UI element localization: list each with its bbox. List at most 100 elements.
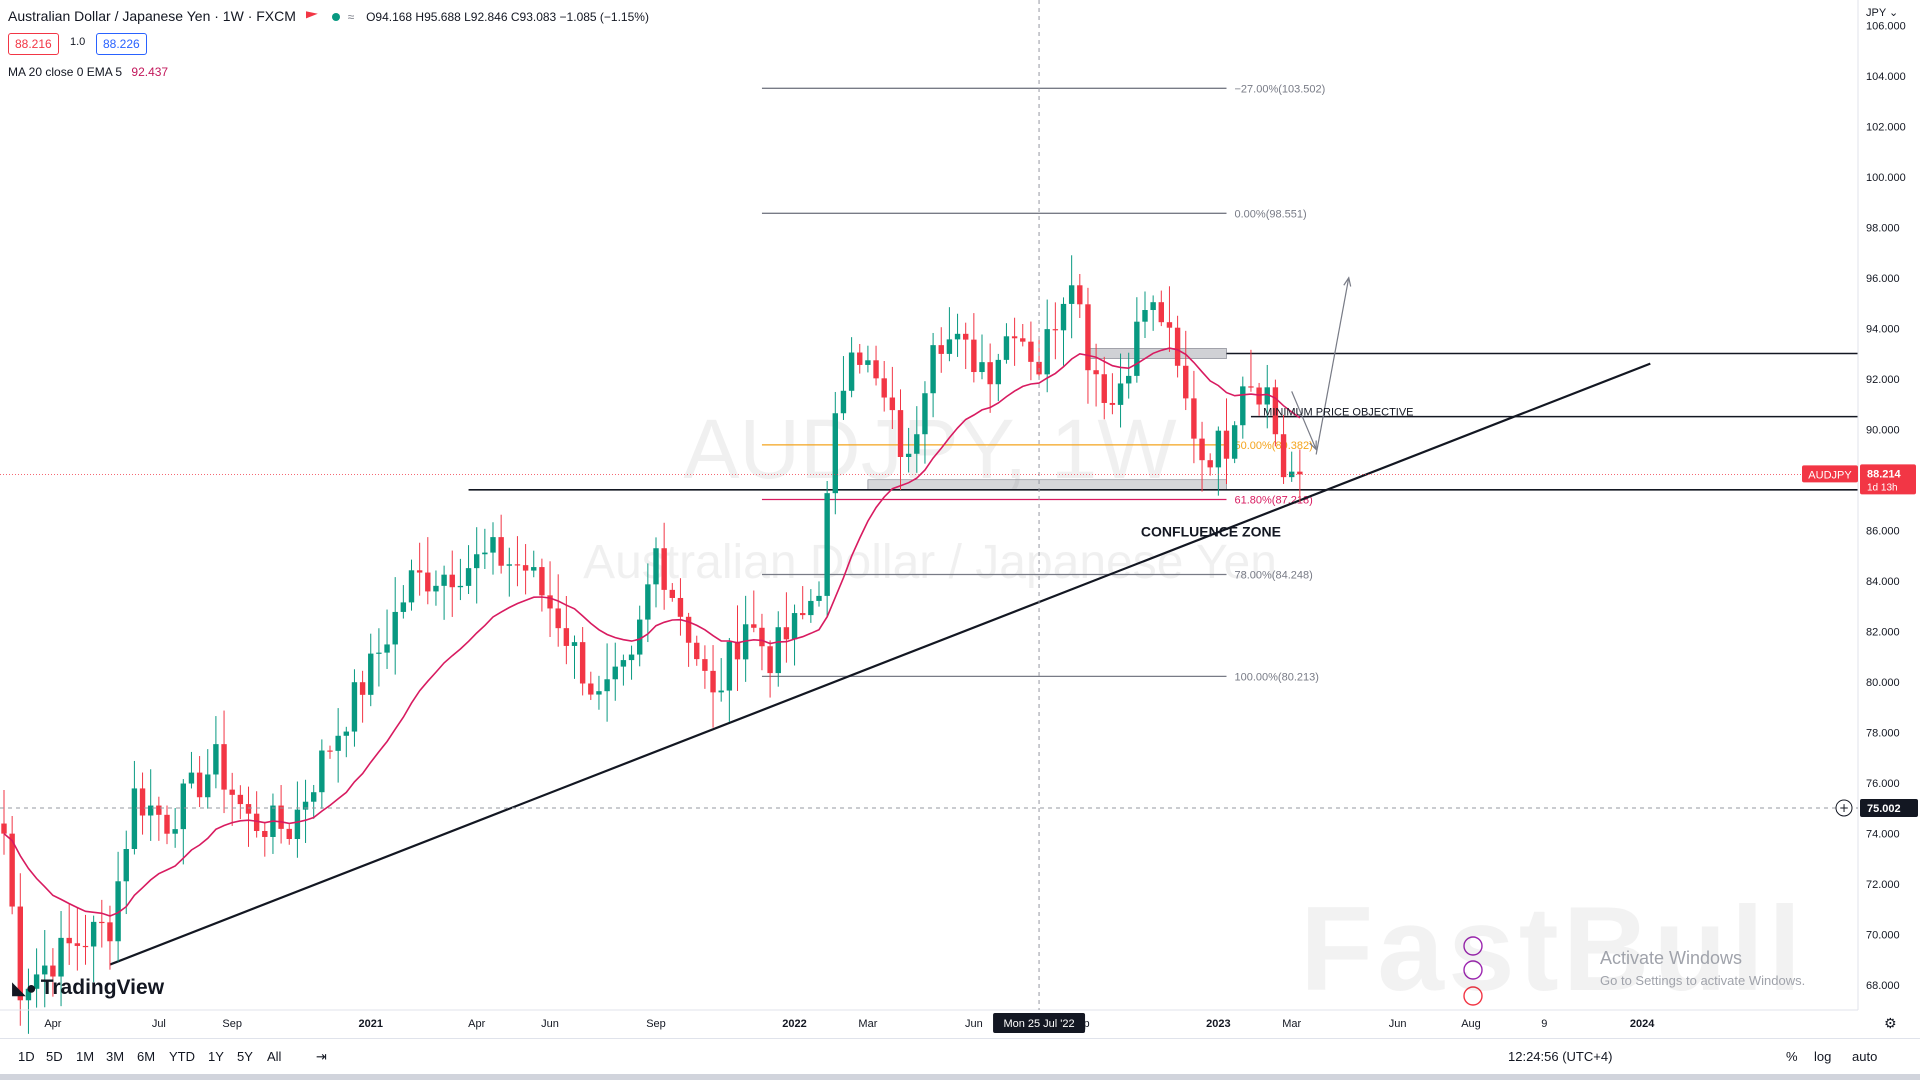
candle-body[interactable] xyxy=(25,988,32,1001)
candle-body[interactable] xyxy=(938,345,944,354)
candle-body[interactable] xyxy=(1248,386,1254,388)
candle-body[interactable] xyxy=(1166,322,1173,328)
candle-body[interactable] xyxy=(229,789,235,795)
candle-body[interactable] xyxy=(1256,387,1262,405)
candle-body[interactable] xyxy=(172,829,178,834)
candle-body[interactable] xyxy=(1085,304,1091,371)
candle-body[interactable] xyxy=(180,783,186,830)
candle-body[interactable] xyxy=(1101,374,1107,403)
candle-body[interactable] xyxy=(547,595,553,609)
candle-body[interactable] xyxy=(196,772,203,798)
buy-button[interactable]: 88.226 xyxy=(96,33,147,55)
candle-body[interactable] xyxy=(783,627,790,640)
candle-body[interactable] xyxy=(359,682,366,695)
indicator-label[interactable]: MA 20 close 0 EMA 5 xyxy=(8,65,123,79)
candle-body[interactable] xyxy=(954,333,961,340)
candle-body[interactable] xyxy=(9,833,15,907)
candle-body[interactable] xyxy=(482,552,488,555)
candle-body[interactable] xyxy=(1011,336,1018,339)
candle-body[interactable] xyxy=(237,794,244,805)
candle-body[interactable] xyxy=(1020,338,1026,342)
auto-toggle[interactable]: auto xyxy=(1852,1049,1878,1064)
candle-body[interactable] xyxy=(1068,285,1075,304)
candle-body[interactable] xyxy=(588,683,594,695)
candle-body[interactable] xyxy=(17,906,23,1001)
projection-arrow[interactable] xyxy=(1315,277,1350,455)
candle-body[interactable] xyxy=(1191,398,1197,439)
candle-body[interactable] xyxy=(33,974,40,989)
candle-body[interactable] xyxy=(555,608,561,629)
candle-body[interactable] xyxy=(661,548,667,590)
candle-body[interactable] xyxy=(824,493,830,596)
candle-body[interactable] xyxy=(1142,310,1148,322)
candle-body[interactable] xyxy=(441,574,447,586)
candle-body[interactable] xyxy=(963,333,969,340)
candle-body[interactable] xyxy=(816,595,822,601)
candle-body[interactable] xyxy=(1109,402,1116,405)
clock-timezone[interactable]: 12:24:56 (UTC+4) xyxy=(1508,1049,1613,1064)
candle-body[interactable] xyxy=(1215,430,1222,468)
candle-body[interactable] xyxy=(335,735,341,751)
candle-body[interactable] xyxy=(302,801,309,810)
candle-body[interactable] xyxy=(1126,375,1132,384)
candle-body[interactable] xyxy=(710,670,716,693)
candle-body[interactable] xyxy=(800,613,806,616)
sell-button[interactable]: 88.216 xyxy=(8,33,59,55)
candle-body[interactable] xyxy=(1264,387,1270,405)
trendline[interactable] xyxy=(109,362,1651,966)
candle-body[interactable] xyxy=(1134,321,1140,376)
candle-body[interactable] xyxy=(857,352,863,365)
candle-body[interactable] xyxy=(311,792,317,802)
settings-gear-icon[interactable]: ⚙ xyxy=(1884,1016,1897,1032)
candle-body[interactable] xyxy=(1280,434,1287,478)
projection-arrow[interactable] xyxy=(1291,391,1317,450)
candle-body[interactable] xyxy=(881,378,887,398)
candle-body[interactable] xyxy=(767,646,773,674)
candle-body[interactable] xyxy=(262,830,268,837)
candle-body[interactable] xyxy=(384,644,390,653)
candle-body[interactable] xyxy=(139,788,146,816)
market-status-icon[interactable] xyxy=(331,13,340,22)
candle-body[interactable] xyxy=(514,564,521,566)
candle-body[interactable] xyxy=(922,393,928,435)
candle-body[interactable] xyxy=(539,567,545,596)
candle-body[interactable] xyxy=(99,921,105,924)
candle-body[interactable] xyxy=(946,339,953,354)
candle-body[interactable] xyxy=(1077,285,1083,305)
candle-body[interactable] xyxy=(327,750,333,752)
event-marker-icon[interactable] xyxy=(1463,960,1483,980)
candle-body[interactable] xyxy=(1060,303,1067,331)
candle-body[interactable] xyxy=(400,602,407,612)
timeframe-1y[interactable]: 1Y xyxy=(208,1049,224,1064)
candle-body[interactable] xyxy=(278,805,284,829)
candle-body[interactable] xyxy=(1231,425,1238,459)
candle-body[interactable] xyxy=(604,679,610,692)
candle-body[interactable] xyxy=(392,611,398,645)
price-chart[interactable]: AUDJPY, 1W Australian Dollar / Japanese … xyxy=(0,0,1920,1038)
candle-body[interactable] xyxy=(677,597,684,617)
candle-body[interactable] xyxy=(808,600,814,616)
candle-body[interactable] xyxy=(457,585,464,588)
candle-body[interactable] xyxy=(351,682,358,732)
candle-body[interactable] xyxy=(50,965,56,977)
candle-body[interactable] xyxy=(1174,327,1181,366)
timeframe-6m[interactable]: 6M xyxy=(137,1049,156,1064)
candle-body[interactable] xyxy=(930,345,936,394)
candle-body[interactable] xyxy=(1297,471,1303,475)
candle-body[interactable] xyxy=(286,828,292,840)
candle-body[interactable] xyxy=(563,628,570,646)
candle-body[interactable] xyxy=(579,642,586,684)
candle-body[interactable] xyxy=(1240,386,1246,426)
candle-body[interactable] xyxy=(637,619,643,655)
candle-body[interactable] xyxy=(1028,341,1034,362)
drawn-lines[interactable] xyxy=(109,276,1858,966)
candle-body[interactable] xyxy=(971,339,977,373)
candle-body[interactable] xyxy=(889,397,896,411)
candle-body[interactable] xyxy=(156,805,162,815)
candle-body[interactable] xyxy=(490,537,496,553)
timeframe-3m[interactable]: 3M xyxy=(106,1049,125,1064)
candle-body[interactable] xyxy=(840,390,847,414)
candle-body[interactable] xyxy=(1003,336,1010,360)
candle-body[interactable] xyxy=(742,624,749,660)
candle-body[interactable] xyxy=(1044,329,1050,375)
